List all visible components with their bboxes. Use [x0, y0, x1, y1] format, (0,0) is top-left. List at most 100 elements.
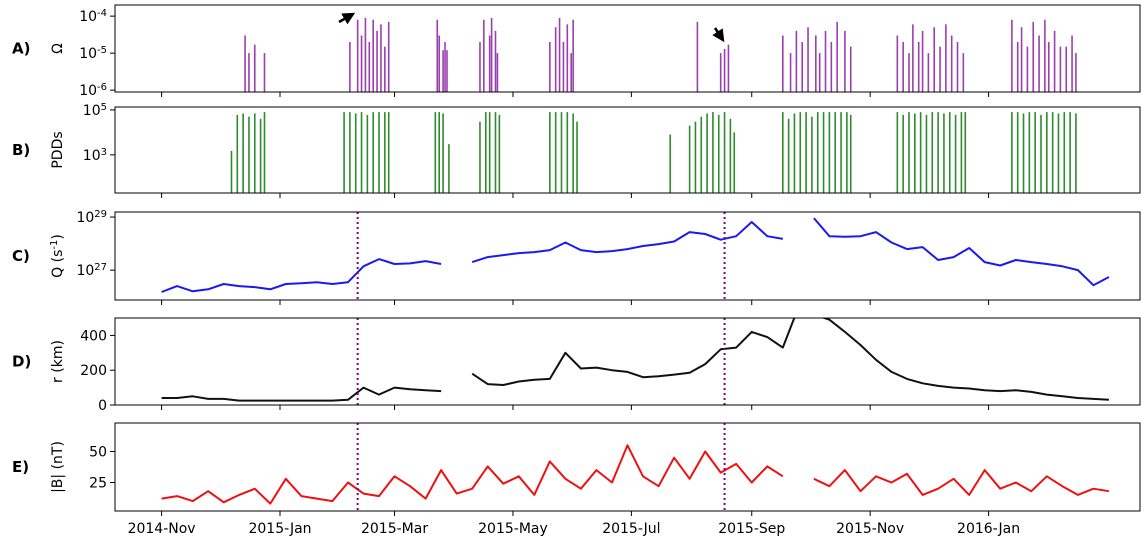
bar	[360, 112, 363, 193]
bar	[1046, 112, 1048, 193]
axes-frame	[114, 422, 1141, 512]
bar	[964, 112, 967, 193]
bar	[1057, 113, 1060, 193]
bar	[912, 24, 914, 92]
plot-area	[230, 112, 1077, 193]
x-tick-label: 2016-Jan	[957, 521, 1020, 537]
bar	[1053, 30, 1056, 92]
y-axis-label: PDDs	[50, 131, 66, 168]
bar	[436, 19, 439, 92]
axes-frame	[114, 211, 1141, 301]
bar	[570, 53, 573, 92]
bar	[943, 113, 945, 193]
bar	[438, 35, 440, 92]
bar	[446, 50, 448, 92]
bar	[498, 114, 501, 193]
x-tick-label: 2015-Sep	[718, 521, 785, 537]
y-tick-label: 1027	[76, 262, 107, 280]
bar	[815, 35, 817, 92]
bar	[816, 112, 819, 193]
bar	[558, 17, 561, 92]
bar	[1069, 112, 1071, 193]
bar	[349, 112, 351, 193]
x-tick-label: 2015-Mar	[361, 521, 428, 537]
panel-label: B)	[12, 141, 30, 159]
bar	[782, 35, 784, 92]
bar	[1040, 114, 1042, 193]
panel-label: D)	[12, 353, 31, 371]
bar	[1075, 53, 1077, 92]
bar	[356, 19, 359, 92]
bar	[733, 132, 736, 193]
bar	[572, 113, 574, 193]
bar	[902, 114, 904, 193]
bar	[479, 121, 481, 193]
bar	[956, 41, 959, 92]
bar	[242, 113, 244, 193]
bar	[1028, 112, 1031, 193]
bar	[696, 21, 699, 92]
bar	[384, 112, 386, 193]
bar	[830, 41, 833, 92]
axes-frame	[114, 106, 1141, 194]
bar	[236, 114, 239, 193]
bar	[1071, 35, 1073, 92]
bar	[372, 112, 374, 193]
bar	[572, 19, 574, 92]
axes-frame	[114, 317, 1141, 406]
bar	[805, 112, 807, 193]
bar	[799, 112, 802, 193]
bar	[849, 46, 852, 92]
bar	[488, 112, 491, 193]
bar	[380, 24, 382, 92]
bar	[793, 113, 796, 193]
bar	[1034, 112, 1036, 193]
bar	[434, 112, 437, 193]
bar	[494, 112, 497, 193]
bar	[902, 41, 904, 92]
bar	[354, 113, 357, 193]
bar	[914, 113, 916, 193]
y-tick-label: 200	[80, 363, 107, 379]
x-tick-label: 2014-Nov	[128, 521, 196, 537]
bar	[700, 116, 703, 193]
bar	[490, 17, 493, 92]
bar	[908, 53, 910, 92]
bar	[787, 118, 790, 193]
bar	[931, 112, 934, 193]
y-axis-label: r (km)	[50, 340, 66, 383]
bar	[828, 112, 831, 193]
axes-frame	[114, 4, 1141, 93]
bar	[807, 27, 809, 92]
bar	[945, 24, 947, 92]
bar	[368, 41, 371, 92]
bar	[1063, 112, 1066, 193]
bar	[712, 112, 714, 193]
bar	[1026, 46, 1029, 92]
bar	[962, 53, 965, 92]
bar	[849, 114, 852, 193]
bar	[1065, 46, 1068, 92]
y-tick-label: 400	[80, 328, 107, 344]
y-axis-label: |B| (nT)	[50, 441, 66, 493]
bar	[484, 112, 487, 193]
bar	[444, 41, 446, 92]
bar	[549, 112, 551, 193]
bar	[1075, 113, 1077, 193]
bar	[950, 35, 953, 92]
bar	[566, 24, 569, 92]
bar	[921, 30, 924, 92]
bar	[549, 41, 551, 92]
bar	[789, 53, 792, 92]
y-tick-label: 10-6	[79, 82, 107, 100]
line-series	[161, 217, 1110, 293]
bar	[729, 118, 732, 193]
bar	[846, 112, 848, 193]
bar	[782, 112, 784, 193]
bar	[811, 116, 813, 193]
y-tick-label: 50	[89, 445, 107, 461]
bar	[376, 30, 378, 92]
panel-label: A)	[12, 40, 30, 58]
bar	[364, 17, 367, 92]
bar	[917, 41, 920, 92]
